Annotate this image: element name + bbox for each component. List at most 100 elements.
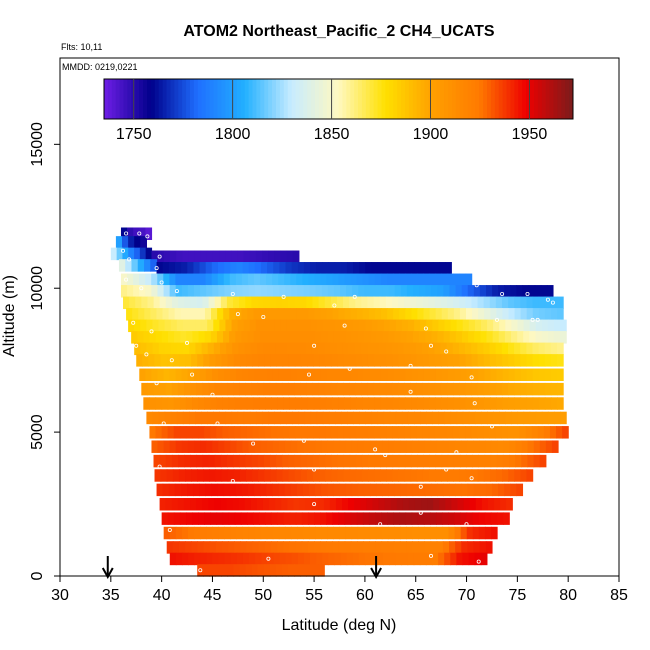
heatmap-cell	[465, 342, 472, 356]
x-tick-label: 65	[407, 587, 425, 604]
heatmap-cell	[547, 411, 555, 425]
sample-point	[500, 291, 505, 296]
heatmap-cell	[473, 541, 481, 554]
heatmap-cell	[454, 526, 462, 540]
heatmap-cell	[440, 296, 448, 310]
heatmap-cell	[258, 469, 265, 482]
heatmap-cell	[315, 483, 322, 497]
heatmap-cell	[362, 512, 370, 525]
heatmap-cell	[187, 483, 194, 497]
heatmap-cell	[557, 354, 564, 367]
heatmap-cell	[471, 426, 478, 439]
heatmap-cell	[290, 331, 298, 344]
heatmap-cell	[490, 454, 498, 468]
heatmap-cell	[272, 483, 280, 497]
heatmap-cell	[287, 342, 295, 356]
heatmap-cell	[376, 483, 383, 497]
heatmap-cell	[529, 411, 537, 425]
heatmap-cell	[240, 541, 248, 554]
heatmap-cell	[465, 308, 473, 321]
heatmap-cell	[447, 273, 455, 287]
heatmap-cell	[416, 342, 423, 356]
heatmap-cell	[248, 440, 256, 453]
heatmap-cell	[361, 454, 369, 468]
heatmap-cell	[163, 526, 171, 540]
heatmap-cell	[260, 273, 267, 287]
heatmap-cell	[444, 411, 452, 425]
colorbar-segment	[318, 79, 324, 119]
heatmap-cell	[404, 426, 411, 439]
heatmap-cell	[266, 285, 274, 298]
sample-point	[157, 464, 162, 469]
heatmap-cell	[247, 331, 255, 344]
heatmap-cell	[441, 308, 449, 321]
heatmap-cell	[327, 285, 335, 298]
heatmap-cell	[508, 308, 516, 321]
colorbar-frame	[103, 78, 574, 120]
heatmap-cell	[373, 342, 380, 356]
heatmap-cell	[355, 382, 362, 396]
heatmap-cell	[556, 296, 564, 310]
heatmap-cell	[354, 498, 361, 511]
heatmap-cell	[241, 483, 249, 497]
heatmap-cell	[144, 308, 151, 321]
heatmap-cell	[115, 236, 123, 249]
heatmap-cell	[487, 411, 494, 425]
sample-point	[306, 372, 311, 377]
heatmap-cell	[546, 285, 554, 298]
heatmap-cell	[165, 454, 173, 468]
heatmap-cell	[334, 552, 342, 566]
heatmap-cell	[339, 368, 346, 381]
heatmap-cell	[334, 319, 342, 333]
heatmap-cell	[388, 331, 396, 344]
heatmap-cell	[412, 440, 420, 453]
heatmap-cell	[380, 426, 387, 439]
heatmap-cell	[318, 564, 325, 577]
heatmap-cell	[444, 319, 452, 333]
heatmap-cell	[423, 454, 430, 468]
heatmap-cell	[157, 440, 165, 453]
heatmap-cell	[326, 273, 334, 287]
heatmap-cell	[123, 296, 130, 310]
heatmap-cell	[378, 498, 386, 511]
heatmap-cell	[176, 411, 184, 425]
heatmap-cell	[480, 319, 488, 333]
heatmap-cell	[367, 296, 375, 310]
heatmap-cell	[174, 483, 182, 497]
colorbar-segment	[236, 79, 242, 119]
heatmap-cell	[312, 454, 320, 468]
heatmap-cell	[417, 273, 424, 287]
heatmap-cell	[327, 526, 334, 540]
heatmap-cell	[198, 512, 205, 525]
sample-point	[312, 502, 317, 507]
colorbar-segment	[518, 79, 523, 119]
heatmap-cell	[560, 331, 567, 344]
colorbar-segment	[178, 79, 183, 119]
heatmap-cell	[316, 319, 324, 333]
heatmap-cell	[441, 469, 448, 482]
heatmap-cell	[527, 440, 535, 453]
heatmap-cell	[381, 541, 389, 554]
heatmap-cell	[169, 440, 177, 453]
heatmap-cell	[377, 262, 385, 275]
heatmap-cell	[459, 308, 467, 321]
heatmap-cell	[550, 342, 558, 356]
heatmap-cell	[399, 308, 406, 321]
heatmap-cell	[397, 342, 405, 356]
heatmap-cell	[553, 411, 561, 425]
heatmap-cell	[467, 285, 475, 298]
heatmap-cell	[338, 308, 346, 321]
heatmap-cell	[404, 296, 411, 310]
heatmap-cell	[226, 296, 234, 310]
heatmap-cell	[419, 285, 426, 298]
colorbar-segment	[193, 79, 199, 119]
heatmap-cell	[374, 273, 382, 287]
heatmap-cell	[383, 552, 390, 566]
colorbar-segment	[498, 79, 504, 119]
colorbar-segment	[346, 79, 351, 119]
heatmap-cell	[257, 454, 265, 468]
sample-point	[428, 343, 433, 348]
heatmap-cell	[267, 262, 274, 275]
heatmap-cell	[438, 552, 445, 566]
heatmap-cell	[389, 262, 397, 275]
